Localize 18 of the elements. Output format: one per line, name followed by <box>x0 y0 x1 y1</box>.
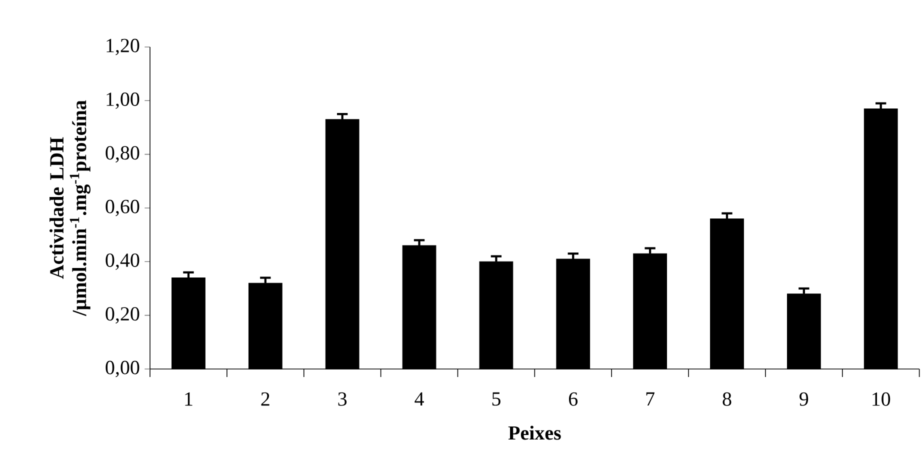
x-tick-label: 1 <box>185 392 192 406</box>
x-tick-label: 3 <box>338 392 347 406</box>
x-tick-label: 2 <box>261 392 270 406</box>
y-tick-label: 0,00 <box>106 360 140 378</box>
x-tick-label: 6 <box>568 392 578 406</box>
y-tick-label: 1,00 <box>106 92 140 109</box>
y-tick-label: 0,20 <box>106 307 140 324</box>
x-tick-label: 4 <box>414 392 424 406</box>
x-tick-label: 10 <box>872 392 890 406</box>
x-tick-label: 7 <box>646 392 654 406</box>
x-tick-label: 8 <box>722 392 732 406</box>
x-axis-title: Peixes <box>508 426 561 440</box>
y-tick-label: 0,80 <box>106 146 140 163</box>
y-tick-label: 1,20 <box>106 38 140 56</box>
x-tick-label: 9 <box>800 392 808 406</box>
y-tick-label: 0,40 <box>106 253 140 270</box>
y-tick-label: 0,60 <box>106 200 140 216</box>
x-tick-label: 5 <box>492 392 500 406</box>
